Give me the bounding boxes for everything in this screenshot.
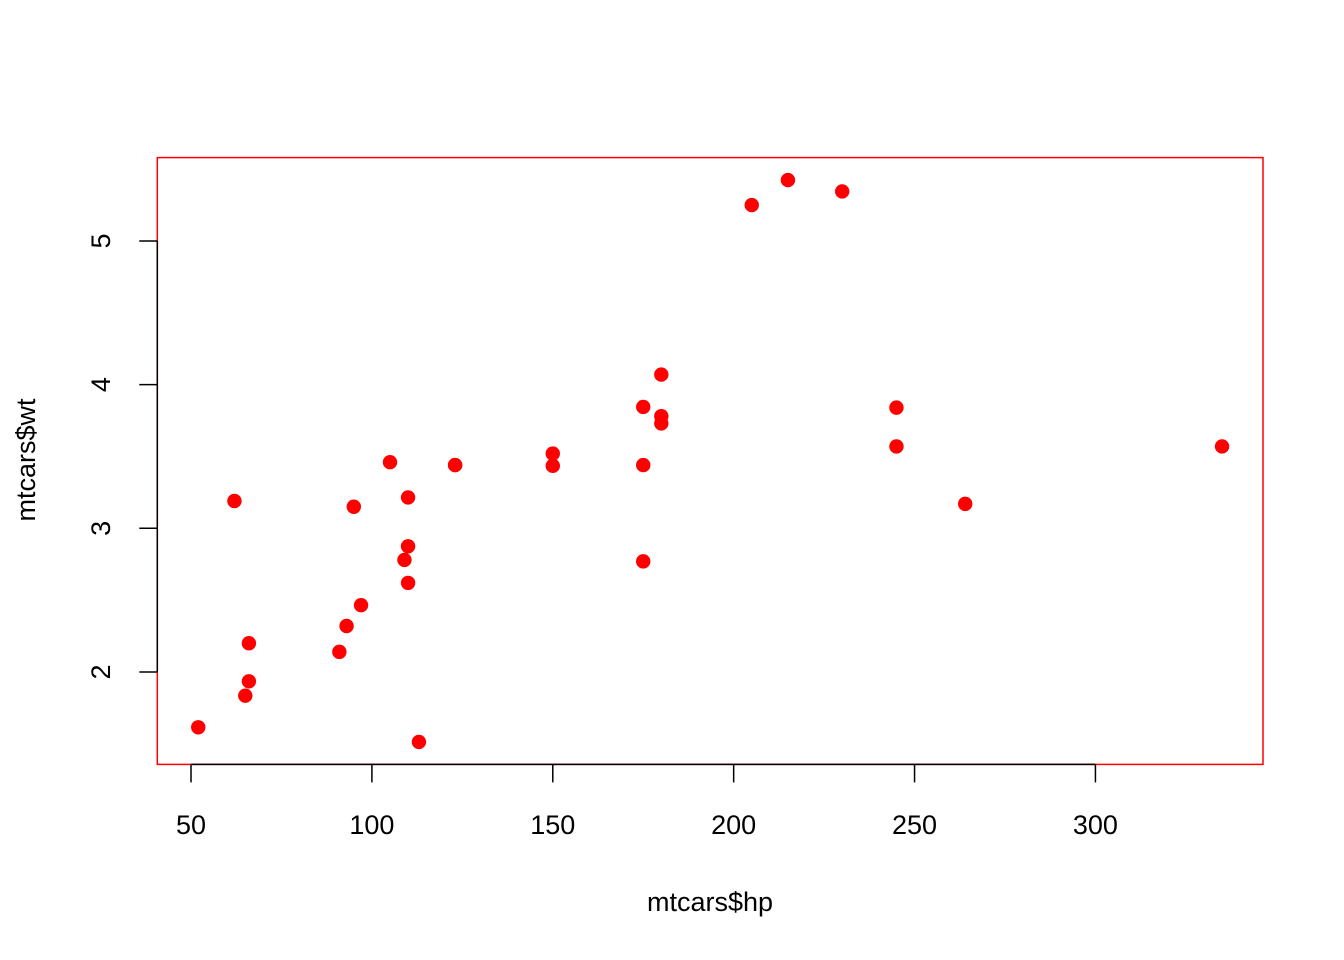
data-point bbox=[447, 457, 463, 473]
data-point bbox=[238, 688, 253, 703]
data-point bbox=[353, 597, 369, 613]
y-tick-label: 5 bbox=[86, 233, 116, 248]
data-point bbox=[346, 499, 362, 514]
data-point bbox=[654, 409, 669, 424]
data-point bbox=[636, 399, 651, 415]
data-point bbox=[339, 618, 354, 634]
data-point bbox=[545, 458, 560, 474]
data-point bbox=[241, 674, 257, 689]
data-point bbox=[332, 644, 347, 660]
points bbox=[191, 172, 1230, 750]
data-point bbox=[744, 197, 759, 213]
data-point bbox=[834, 184, 850, 199]
x-tick-label: 150 bbox=[530, 810, 575, 840]
y-tick-label: 2 bbox=[86, 664, 116, 679]
data-point bbox=[545, 446, 560, 461]
data-point bbox=[241, 636, 257, 651]
x-tick-label: 300 bbox=[1073, 810, 1118, 840]
data-point bbox=[957, 496, 973, 512]
data-point bbox=[400, 539, 416, 554]
data-point bbox=[397, 552, 412, 568]
data-point bbox=[889, 439, 904, 454]
data-point bbox=[1214, 439, 1230, 454]
data-point bbox=[411, 734, 427, 750]
data-point bbox=[382, 455, 398, 470]
y-axis-label: mtcars$wt bbox=[11, 398, 41, 522]
y-tick-label: 4 bbox=[86, 377, 116, 392]
plot-box bbox=[156, 156, 1264, 766]
x-tick-label: 250 bbox=[892, 810, 937, 840]
x-tick-label: 100 bbox=[349, 810, 394, 840]
x-tick-label: 50 bbox=[176, 810, 206, 840]
y-tick-label: 3 bbox=[86, 521, 116, 536]
x-tick-label: 200 bbox=[711, 810, 756, 840]
data-point bbox=[889, 400, 904, 415]
data-point bbox=[654, 367, 669, 382]
data-point bbox=[227, 493, 242, 509]
y-axis: 2 3 4 5 bbox=[86, 233, 159, 679]
data-point bbox=[780, 172, 796, 188]
data-point bbox=[191, 720, 206, 735]
x-axis: 50 100 150 200 250 300 bbox=[176, 763, 1118, 840]
data-point bbox=[636, 457, 651, 473]
data-point bbox=[636, 554, 651, 569]
data-point bbox=[400, 575, 416, 591]
data-point bbox=[400, 490, 416, 505]
x-axis-label: mtcars$hp bbox=[647, 887, 773, 917]
